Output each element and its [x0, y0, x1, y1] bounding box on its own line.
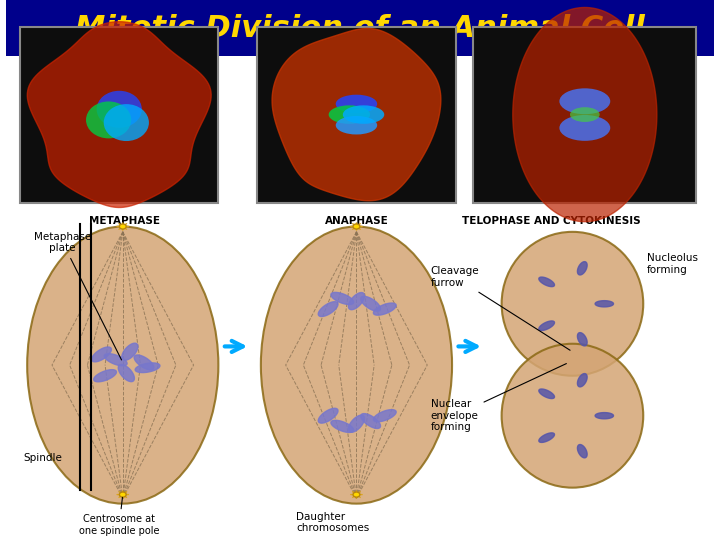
Text: Cleavage
furrow: Cleavage furrow [431, 266, 570, 350]
Ellipse shape [27, 226, 218, 504]
Polygon shape [348, 415, 364, 432]
Ellipse shape [86, 102, 131, 138]
Polygon shape [122, 343, 138, 360]
Text: Centrosome at
one spindle pole: Centrosome at one spindle pole [79, 497, 160, 536]
Polygon shape [595, 301, 613, 307]
Polygon shape [272, 29, 441, 201]
Polygon shape [348, 293, 364, 309]
Text: Spindle: Spindle [24, 454, 63, 463]
Polygon shape [577, 262, 587, 275]
Ellipse shape [120, 224, 126, 229]
Text: Nucleolus
forming: Nucleolus forming [647, 253, 698, 275]
Polygon shape [318, 408, 338, 423]
Text: TELOPHASE AND CYTOKINESIS: TELOPHASE AND CYTOKINESIS [462, 216, 641, 226]
Text: METAPHASE: METAPHASE [89, 216, 161, 226]
Polygon shape [104, 354, 127, 366]
Ellipse shape [343, 105, 384, 124]
Ellipse shape [104, 104, 149, 141]
Ellipse shape [120, 492, 126, 497]
FancyBboxPatch shape [473, 26, 696, 203]
Polygon shape [361, 414, 380, 428]
Ellipse shape [353, 492, 360, 497]
Polygon shape [331, 420, 354, 433]
Polygon shape [539, 277, 554, 287]
Polygon shape [577, 444, 587, 458]
Polygon shape [27, 22, 211, 207]
Ellipse shape [336, 94, 377, 113]
Ellipse shape [502, 232, 643, 376]
Polygon shape [318, 302, 338, 316]
Text: Metaphase
plate: Metaphase plate [34, 232, 122, 360]
Ellipse shape [559, 115, 611, 141]
FancyBboxPatch shape [257, 26, 456, 203]
Ellipse shape [261, 226, 452, 504]
Text: Nuclear
envelope
forming: Nuclear envelope forming [431, 363, 567, 433]
Polygon shape [374, 303, 396, 315]
Ellipse shape [336, 116, 377, 134]
Polygon shape [361, 296, 380, 311]
FancyBboxPatch shape [20, 26, 218, 203]
Polygon shape [134, 355, 154, 370]
Ellipse shape [328, 105, 370, 124]
Polygon shape [539, 433, 554, 442]
Polygon shape [539, 321, 554, 330]
Ellipse shape [502, 344, 643, 488]
Ellipse shape [559, 89, 611, 114]
FancyBboxPatch shape [6, 0, 714, 56]
Text: Mitotic Division of an Animal Cell: Mitotic Division of an Animal Cell [75, 14, 645, 43]
Polygon shape [539, 389, 554, 399]
Polygon shape [577, 333, 587, 346]
Polygon shape [595, 413, 613, 419]
Polygon shape [94, 370, 117, 382]
Polygon shape [513, 8, 657, 222]
Text: ANAPHASE: ANAPHASE [325, 216, 388, 226]
Polygon shape [135, 363, 160, 373]
Polygon shape [577, 374, 587, 387]
Polygon shape [91, 347, 112, 362]
Polygon shape [374, 410, 396, 422]
Ellipse shape [570, 107, 600, 122]
Polygon shape [118, 364, 135, 382]
Ellipse shape [96, 91, 142, 128]
Text: Daughter
chromosomes: Daughter chromosomes [296, 511, 369, 533]
Ellipse shape [353, 224, 360, 229]
Polygon shape [331, 292, 354, 305]
